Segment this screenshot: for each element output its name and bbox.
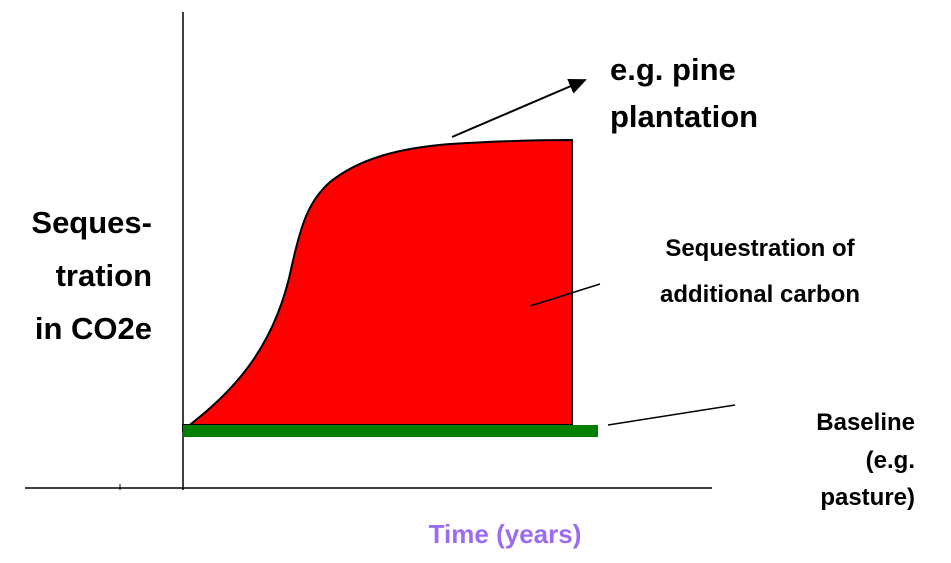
curve-pointer xyxy=(451,78,587,138)
curve-label: plantation xyxy=(610,99,758,134)
baseline-pointer xyxy=(607,404,736,426)
y-axis-label: tration xyxy=(56,258,152,293)
area-pointer xyxy=(529,283,601,307)
area-label: Sequestration of xyxy=(665,235,855,262)
y-axis-label: in CO2e xyxy=(35,311,152,346)
baseline-label: pasture) xyxy=(820,484,915,511)
baseline-label: (e.g. xyxy=(866,447,915,474)
curve-label: e.g. pine xyxy=(610,52,736,87)
y-axis-label: Seques- xyxy=(31,205,152,240)
x-axis-label: Time (years) xyxy=(429,519,582,549)
sequestration-area xyxy=(182,138,573,432)
area-label: additional carbon xyxy=(660,281,860,308)
baseline-bar xyxy=(183,425,598,437)
baseline-label: Baseline xyxy=(816,409,915,436)
